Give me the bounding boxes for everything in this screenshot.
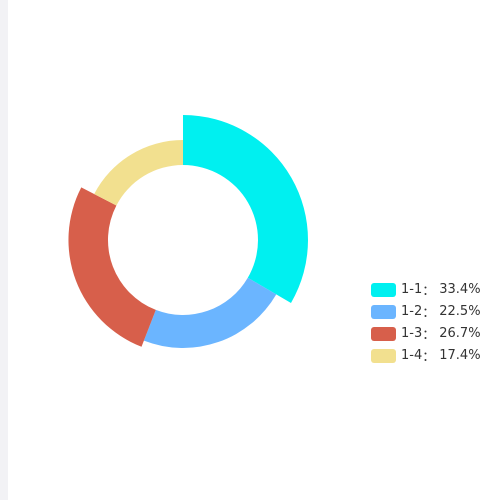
legend-separator: ： <box>422 328 436 343</box>
left-edge-strip <box>0 0 8 500</box>
donut-slice-1-2[interactable] <box>143 277 277 348</box>
legend-value: 33.4% <box>439 282 481 297</box>
legend-item[interactable]: 1-3： 26.7% <box>371 325 496 343</box>
legend-swatch <box>371 304 396 319</box>
legend-label: 1-2 <box>401 304 423 319</box>
legend-label: 1-4 <box>401 348 423 363</box>
legend-separator: ： <box>422 284 436 299</box>
legend-item[interactable]: 1-1： 33.4% <box>371 281 496 299</box>
legend-value: 17.4% <box>439 348 481 363</box>
legend-label: 1-3 <box>401 326 423 341</box>
legend-swatch <box>371 282 396 297</box>
legend-label: 1-1 <box>401 282 423 297</box>
donut-slice-1-3[interactable] <box>68 187 156 347</box>
legend-item[interactable]: 1-2： 22.5% <box>371 303 496 321</box>
donut-slice-1-1[interactable] <box>183 115 308 303</box>
donut-slice-1-4[interactable] <box>94 140 183 206</box>
legend-value: 26.7% <box>439 326 481 341</box>
legend-item[interactable]: 1-4： 17.4% <box>371 347 496 365</box>
legend-separator: ： <box>422 306 436 321</box>
donut-slices <box>68 115 308 348</box>
legend-value: 22.5% <box>439 304 481 319</box>
legend-swatch <box>371 326 396 341</box>
legend-separator: ： <box>422 350 436 365</box>
chart-legend: 1-1： 33.4% 1-2： 22.5% 1-3： 26.7% 1-4： 17.4% <box>371 281 496 369</box>
legend-swatch <box>371 348 396 363</box>
